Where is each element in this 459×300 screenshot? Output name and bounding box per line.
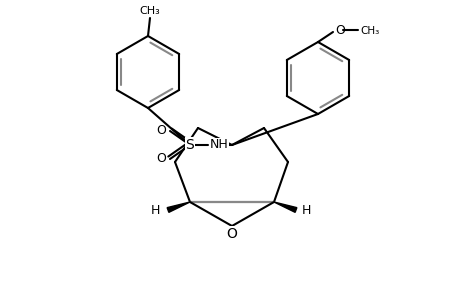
Text: O: O xyxy=(156,124,166,137)
Polygon shape xyxy=(274,202,296,212)
Text: S: S xyxy=(185,138,194,152)
Text: NH: NH xyxy=(210,139,228,152)
Polygon shape xyxy=(167,202,190,212)
Text: CH₃: CH₃ xyxy=(140,6,160,16)
Text: H: H xyxy=(150,205,160,218)
Text: H: H xyxy=(302,205,311,218)
Text: O: O xyxy=(156,152,166,166)
Text: CH₃: CH₃ xyxy=(359,26,378,36)
Text: O: O xyxy=(226,227,237,241)
Text: O: O xyxy=(334,23,344,37)
